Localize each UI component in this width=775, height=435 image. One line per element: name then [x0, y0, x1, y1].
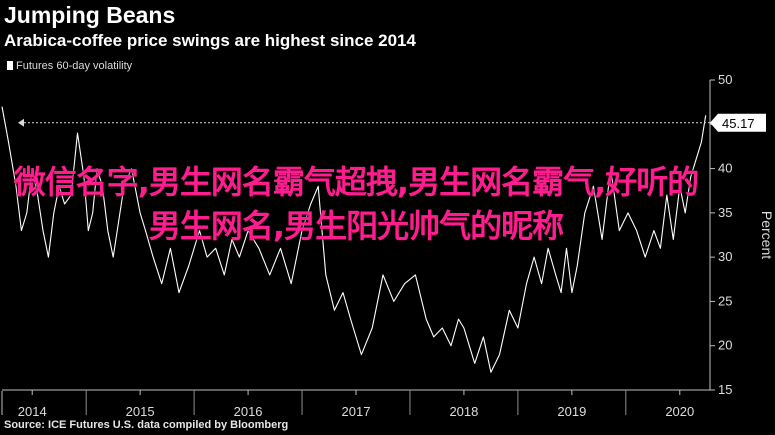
callout-value: 45.17: [722, 116, 755, 131]
series-group: [1, 106, 707, 373]
y-tick-label: 20: [718, 338, 732, 353]
x-tick-label: 2020: [665, 404, 694, 419]
x-tick-label: 2018: [449, 404, 478, 419]
y-tick-label: 15: [718, 382, 732, 397]
legend-entry: Futures 60-day volatility: [16, 60, 133, 72]
plot-frame: [1, 80, 711, 415]
x-tick-label: 2014: [18, 404, 47, 419]
series-line-futures-volatility: [1, 106, 707, 373]
source-note: Source: ICE Futures U.S. data compiled b…: [4, 419, 289, 431]
legend: Futures 60-day volatility: [7, 60, 133, 72]
y-axis-title: Percent: [759, 211, 775, 259]
y-tick-label: 35: [718, 205, 732, 220]
callout-arrow-icon: [18, 118, 24, 127]
y-tick-label: 25: [718, 293, 732, 308]
last-value-callout: 45.17: [18, 113, 766, 132]
chart-subtitle: Arabica-coffee price swings are highest …: [4, 31, 416, 50]
y-tick-label: 40: [718, 161, 732, 176]
chart-title: Jumping Beans: [4, 2, 176, 28]
x-tick-label: 2015: [126, 404, 155, 419]
x-tick-label: 2019: [557, 404, 586, 419]
callout-tag: [710, 113, 766, 132]
legend-swatch: [7, 61, 13, 70]
x-axis: 2014 2015 2016 2017 2018 2019 2020: [18, 390, 694, 419]
y-tick-label: 50: [718, 72, 732, 87]
y-tick-label: 30: [718, 249, 732, 264]
x-tick-label: 2016: [234, 404, 263, 419]
x-tick-label: 2017: [342, 404, 371, 419]
